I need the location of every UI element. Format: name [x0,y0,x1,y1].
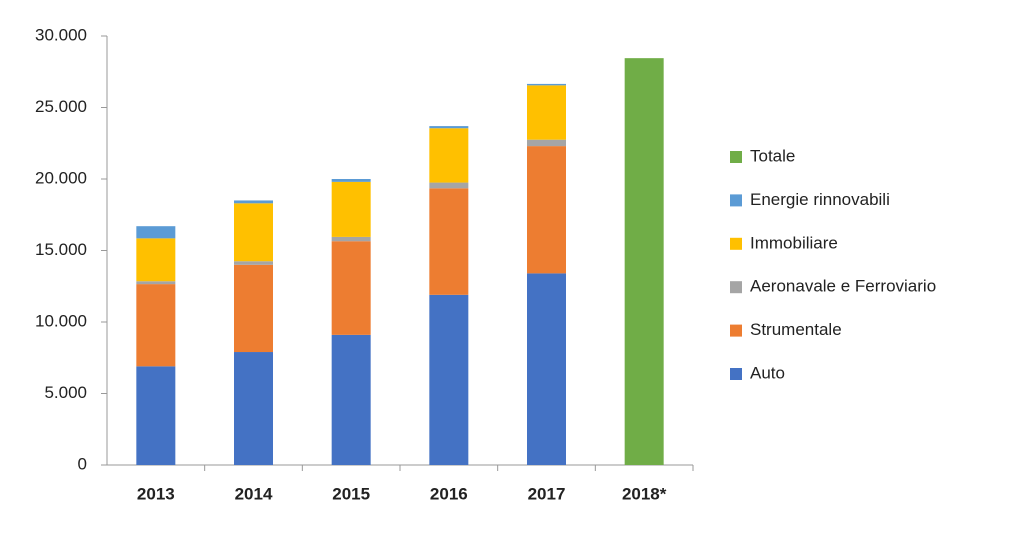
y-tick-label: 0 [78,454,87,473]
bar-segment [234,261,273,265]
bar-segment [136,281,176,285]
bar-segment [331,179,371,182]
bar-segment [136,238,176,282]
bar-segment [429,182,469,189]
bar-segment [527,85,566,140]
bar-segment [429,128,469,183]
bar-segment [331,241,371,335]
bar-segment [429,188,469,295]
bar-segment [234,352,273,465]
bar-segment [234,200,273,204]
x-tick-label: 2014 [235,484,273,503]
x-tick-label: 2013 [137,484,175,503]
bar-segment [527,146,566,274]
y-tick-label: 10.000 [35,311,87,330]
bar-segment [429,126,469,129]
legend-label: Auto [750,363,785,382]
y-tick-label: 25.000 [35,97,87,116]
y-tick-label: 30.000 [35,25,87,44]
y-tick-label: 5.000 [44,383,87,402]
x-tick-label: 2017 [528,484,566,503]
legend-label: Immobiliare [750,233,838,252]
x-tick-label: 2015 [332,484,370,503]
bar-segment [136,284,176,367]
bar-segment [331,236,371,242]
bar-segment [429,294,469,465]
bar-segment [234,264,273,353]
legend-swatch [730,151,742,163]
bar-segment [527,83,566,86]
x-tick-label: 2016 [430,484,468,503]
bar-segment [527,273,566,465]
bar-segment [136,366,176,465]
bar-segment [331,334,371,465]
legend-swatch [730,324,742,337]
bar-segment [624,58,664,465]
bar-segment [234,203,273,262]
legend-label: Strumentale [750,320,842,339]
bar-segment [331,181,371,237]
legend-swatch [730,368,742,380]
legend-swatch [730,237,742,250]
legend-swatch [730,194,742,207]
x-tick-label: 2018* [622,484,667,503]
bar-segment [136,226,176,239]
legend-swatch [730,281,742,294]
y-tick-label: 20.000 [35,168,87,187]
bar-segment [527,139,566,147]
legend-label: Energie rinnovabili [750,190,890,209]
y-tick-label: 15.000 [35,240,87,259]
legend-label: Aeronavale e Ferroviario [750,277,936,296]
legend-label: Totale [750,146,795,165]
